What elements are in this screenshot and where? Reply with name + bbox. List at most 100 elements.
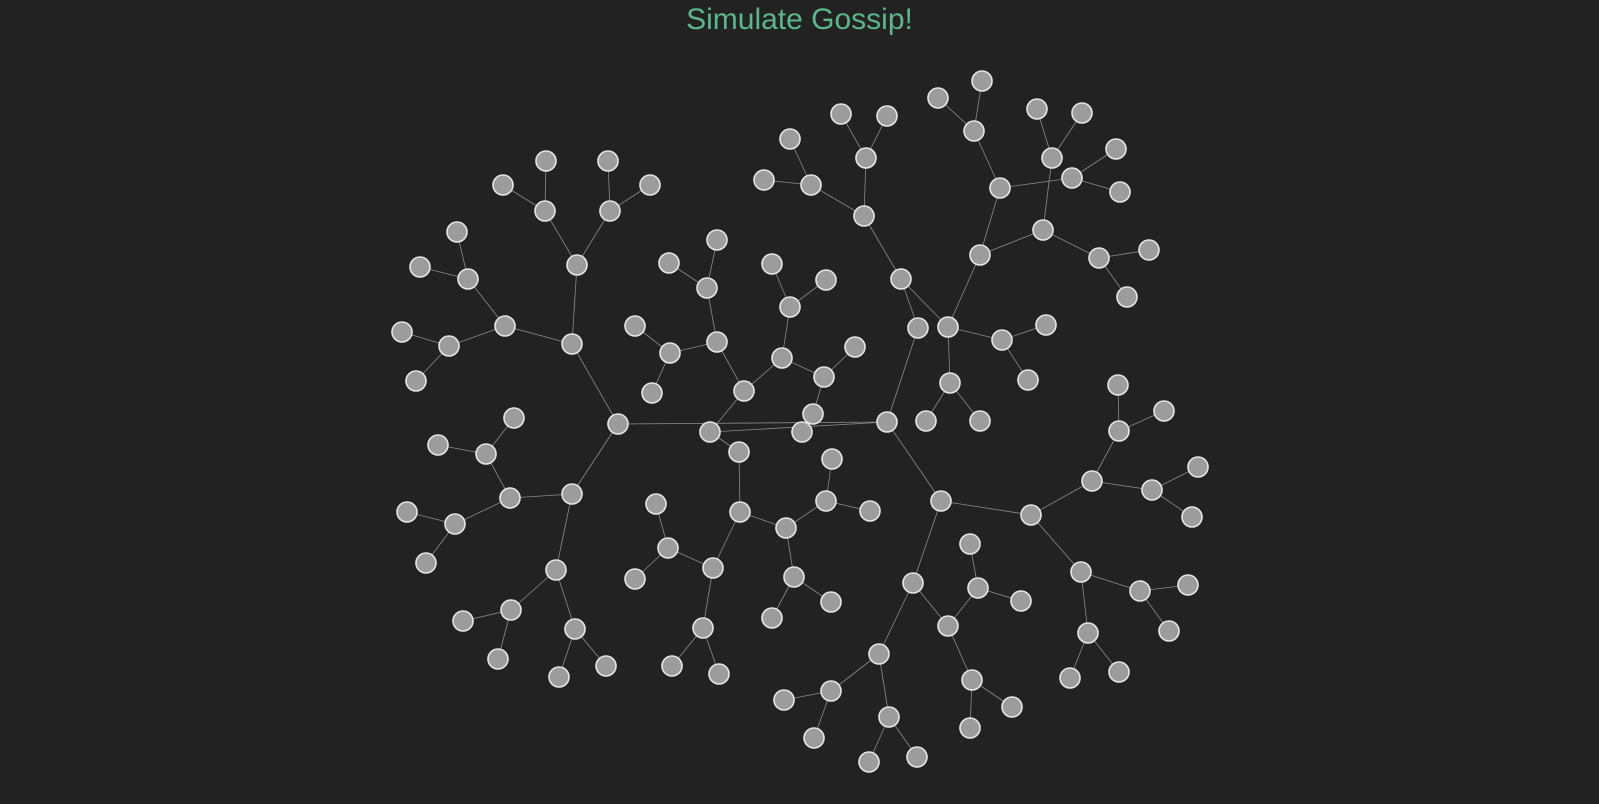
graph-node[interactable] <box>1041 147 1063 169</box>
graph-node[interactable] <box>1077 622 1099 644</box>
graph-node[interactable] <box>859 500 881 522</box>
graph-node[interactable] <box>1181 506 1203 528</box>
graph-node[interactable] <box>800 174 822 196</box>
graph-node[interactable] <box>499 487 521 509</box>
graph-node[interactable] <box>1187 456 1209 478</box>
graph-node[interactable] <box>564 618 586 640</box>
graph-node[interactable] <box>815 269 837 291</box>
graph-node[interactable] <box>1017 369 1039 391</box>
graph-node[interactable] <box>475 443 497 465</box>
graph-node[interactable] <box>659 342 681 364</box>
graph-node[interactable] <box>820 680 842 702</box>
graph-node[interactable] <box>803 727 825 749</box>
graph-node[interactable] <box>733 380 755 402</box>
graph-node[interactable] <box>1020 504 1042 526</box>
graph-node[interactable] <box>1141 479 1163 501</box>
simulate-gossip-button[interactable]: Simulate Gossip! <box>686 3 913 36</box>
graph-node[interactable] <box>969 410 991 432</box>
graph-node[interactable] <box>961 669 983 691</box>
graph-node[interactable] <box>937 615 959 637</box>
graph-node[interactable] <box>991 329 1013 351</box>
graph-node[interactable] <box>1108 661 1130 683</box>
graph-node[interactable] <box>1158 620 1180 642</box>
graph-node[interactable] <box>446 221 468 243</box>
graph-node[interactable] <box>729 501 751 523</box>
graph-node[interactable] <box>696 277 718 299</box>
graph-node[interactable] <box>791 421 813 443</box>
graph-node[interactable] <box>391 321 413 343</box>
graph-node[interactable] <box>830 103 852 125</box>
graph-node[interactable] <box>868 643 890 665</box>
graph-node[interactable] <box>599 200 621 222</box>
graph-node[interactable] <box>405 370 427 392</box>
graph-node[interactable] <box>566 254 588 276</box>
graph-node[interactable] <box>989 177 1011 199</box>
graph-node[interactable] <box>813 366 835 388</box>
graph-node[interactable] <box>595 655 617 677</box>
graph-node[interactable] <box>1070 561 1092 583</box>
graph-node[interactable] <box>534 200 556 222</box>
graph-node[interactable] <box>1032 219 1054 241</box>
graph-node[interactable] <box>396 501 418 523</box>
graph-node[interactable] <box>802 403 824 425</box>
graph-node[interactable] <box>890 268 912 290</box>
graph-node[interactable] <box>492 174 514 196</box>
graph-node[interactable] <box>1109 181 1131 203</box>
graph-node[interactable] <box>1105 138 1127 160</box>
graph-node[interactable] <box>427 434 449 456</box>
graph-node[interactable] <box>1116 286 1138 308</box>
graph-node[interactable] <box>761 607 783 629</box>
graph-node[interactable] <box>902 572 924 594</box>
graph-node[interactable] <box>939 372 961 394</box>
graph-node[interactable] <box>1088 247 1110 269</box>
graph-node[interactable] <box>967 577 989 599</box>
graph-node[interactable] <box>409 256 431 278</box>
graph-node[interactable] <box>624 315 646 337</box>
graph-node[interactable] <box>1138 239 1160 261</box>
graph-node[interactable] <box>775 517 797 539</box>
graph-node[interactable] <box>1153 400 1175 422</box>
graph-node[interactable] <box>969 244 991 266</box>
graph-node[interactable] <box>1081 470 1103 492</box>
graph-node[interactable] <box>876 411 898 433</box>
graph-node[interactable] <box>906 746 928 768</box>
graph-node[interactable] <box>930 490 952 512</box>
graph-node[interactable] <box>641 382 663 404</box>
graph-node[interactable] <box>963 120 985 142</box>
graph-node[interactable] <box>820 591 842 613</box>
graph-node[interactable] <box>561 333 583 355</box>
graph-node[interactable] <box>661 655 683 677</box>
graph-node[interactable] <box>494 315 516 337</box>
graph-node[interactable] <box>503 407 525 429</box>
graph-node[interactable] <box>844 336 866 358</box>
graph-node[interactable] <box>1010 590 1032 612</box>
graph-node[interactable] <box>487 648 509 670</box>
graph-node[interactable] <box>444 513 466 535</box>
graph-node[interactable] <box>915 410 937 432</box>
graph-node[interactable] <box>438 335 460 357</box>
graph-node[interactable] <box>855 147 877 169</box>
graph-node[interactable] <box>597 150 619 172</box>
graph-node[interactable] <box>971 70 993 92</box>
graph-node[interactable] <box>706 229 728 251</box>
graph-node[interactable] <box>728 441 750 463</box>
graph-node[interactable] <box>773 689 795 711</box>
graph-node[interactable] <box>1059 667 1081 689</box>
graph-node[interactable] <box>878 706 900 728</box>
graph-node[interactable] <box>548 666 570 688</box>
graph-node[interactable] <box>858 751 880 773</box>
graph-node[interactable] <box>815 490 837 512</box>
graph-node[interactable] <box>535 150 557 172</box>
graph-node[interactable] <box>706 331 728 353</box>
graph-node[interactable] <box>457 268 479 290</box>
graph-node[interactable] <box>761 253 783 275</box>
graph-node[interactable] <box>1035 314 1057 336</box>
graph-node[interactable] <box>657 537 679 559</box>
graph-node[interactable] <box>1061 167 1083 189</box>
graph-node[interactable] <box>452 610 474 632</box>
graph-node[interactable] <box>692 617 714 639</box>
graph-node[interactable] <box>658 252 680 274</box>
graph-node[interactable] <box>500 599 522 621</box>
graph-node[interactable] <box>771 347 793 369</box>
graph-node[interactable] <box>959 533 981 555</box>
